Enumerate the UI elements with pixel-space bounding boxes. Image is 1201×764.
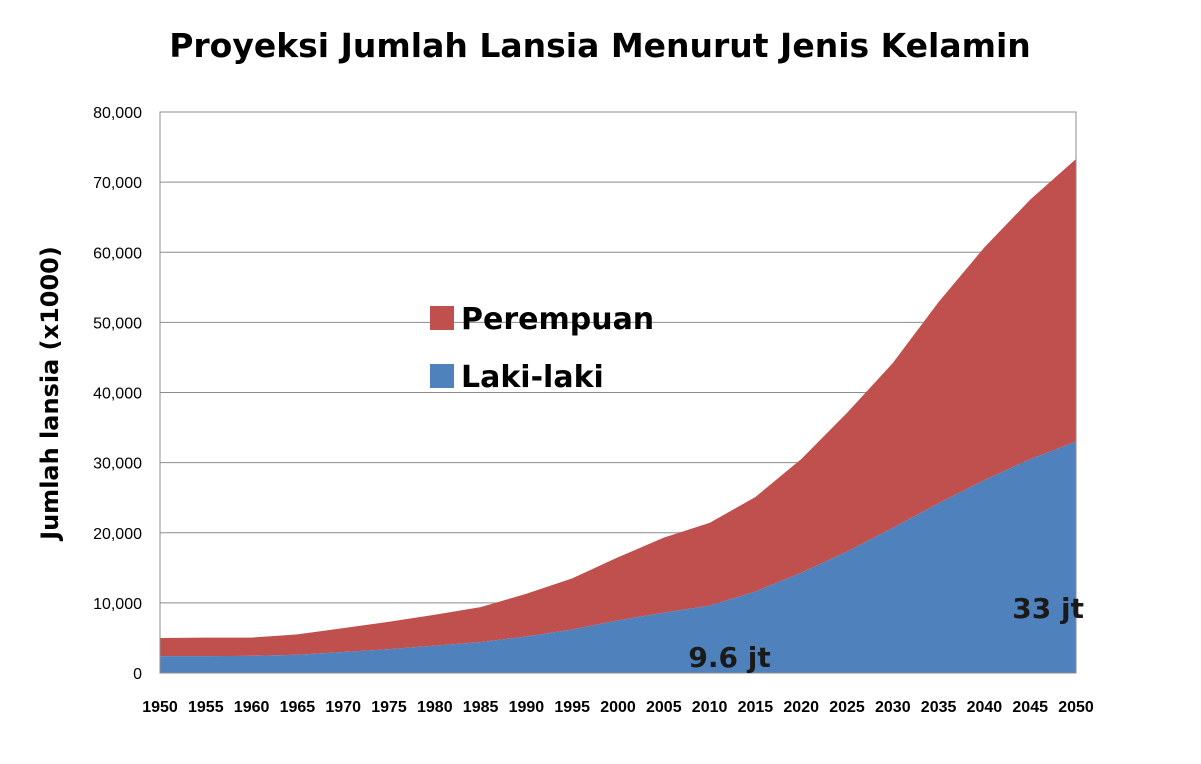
annotations: 9.6 jt 33 jt xyxy=(688,592,1084,674)
x-tick-label: 2040 xyxy=(967,699,1003,716)
y-axis-label: Jumlah lansia (x1000) xyxy=(36,246,64,542)
x-tick-label: 1980 xyxy=(417,699,453,716)
legend: Perempuan Laki-laki xyxy=(430,302,654,395)
legend-swatch xyxy=(430,306,454,330)
x-tick-label: 2035 xyxy=(921,699,957,716)
y-tick-label: 20,000 xyxy=(93,526,142,543)
y-tick-label: 0 xyxy=(133,666,142,683)
y-tick-label: 60,000 xyxy=(93,245,142,262)
data-annotation: 33 jt xyxy=(1012,592,1084,625)
x-tick-label: 2025 xyxy=(829,699,865,716)
x-tick-label: 1955 xyxy=(188,699,224,716)
x-tick-label: 2045 xyxy=(1012,699,1048,716)
x-tick-label: 2015 xyxy=(738,699,774,716)
gridlines xyxy=(160,181,1076,604)
x-tick-label: 2020 xyxy=(783,699,819,716)
x-tick-labels: 1950 1955 1960 1965 1970 1975 1980 1985 1990 1995… xyxy=(142,699,1094,716)
data-annotation: 9.6 jt xyxy=(688,641,770,674)
x-tick-label: 2030 xyxy=(875,699,911,716)
x-tick-label: 2000 xyxy=(600,699,636,716)
legend-label: Perempuan xyxy=(461,302,654,337)
x-tick-label: 1990 xyxy=(509,699,545,716)
x-tick-label: 1960 xyxy=(234,699,270,716)
x-tick-label: 1975 xyxy=(371,699,407,716)
y-tick-label: 70,000 xyxy=(93,175,142,192)
y-tick-label: 30,000 xyxy=(93,456,142,473)
x-tick-label: 1985 xyxy=(463,699,499,716)
chart-title: Proyeksi Jumlah Lansia Menurut Jenis Kel… xyxy=(169,26,1031,65)
y-tick-labels: 0 10,000 20,000 30,000 40,000 50,000 60,000 70,… xyxy=(93,105,142,683)
x-tick-label: 2050 xyxy=(1058,699,1094,716)
x-tick-label: 1965 xyxy=(280,699,316,716)
legend-label: Laki-laki xyxy=(461,360,604,395)
y-tick-label: 40,000 xyxy=(93,386,142,403)
area-series xyxy=(160,158,1076,673)
y-tick-label: 50,000 xyxy=(93,315,142,332)
y-tick-label: 10,000 xyxy=(93,596,142,613)
x-tick-label: 1950 xyxy=(142,699,178,716)
y-tick-label: 80,000 xyxy=(93,105,142,122)
x-tick-label: 2010 xyxy=(692,699,728,716)
x-tick-label: 1995 xyxy=(554,699,590,716)
series-perempuan-area xyxy=(160,158,1076,657)
legend-swatch xyxy=(430,364,454,388)
series-laki-laki-area xyxy=(160,441,1076,673)
x-tick-label: 1970 xyxy=(325,699,361,716)
x-tick-label: 2005 xyxy=(646,699,682,716)
plot-frame xyxy=(159,111,1077,674)
